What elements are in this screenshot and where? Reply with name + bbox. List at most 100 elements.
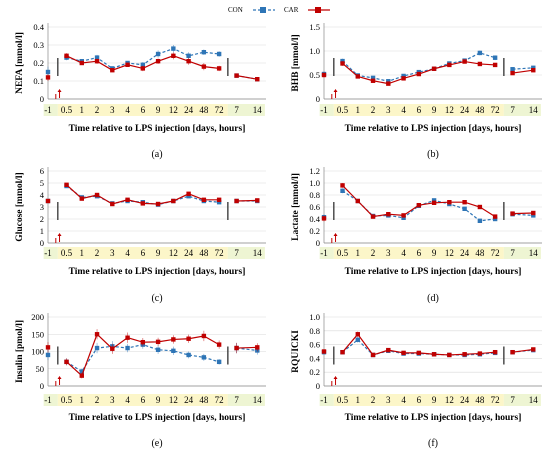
x-axis-title-hours: hours <box>219 267 243 277</box>
y-tick-label: 50 <box>36 364 45 374</box>
x-tick-label: 1 <box>80 248 85 258</box>
day-tick-band <box>319 104 334 116</box>
data-point-car <box>340 61 345 66</box>
series-line-car <box>236 346 258 349</box>
panel-label: (f) <box>428 438 438 449</box>
data-point-car <box>186 336 191 341</box>
data-point-car <box>401 350 406 356</box>
series-line-car <box>512 348 534 353</box>
data-point-con <box>492 216 498 222</box>
series-line-car <box>236 199 258 202</box>
y-tick-label: 6 <box>40 166 44 176</box>
data-point-con <box>155 347 161 352</box>
y-tick-label: 1.0 <box>309 178 320 188</box>
data-point-car <box>79 373 84 378</box>
data-point-car <box>45 75 51 80</box>
data-point-car <box>355 198 360 204</box>
data-point-con <box>186 352 191 358</box>
x-axis-title-prefix: Time relative to LPS injection [ <box>69 413 196 423</box>
y-tick-label: 0 <box>316 238 320 248</box>
x-tick-label: 7 <box>234 105 239 115</box>
data-point-car <box>340 349 345 355</box>
data-point-car <box>401 76 406 81</box>
x-axis-title-sep: , <box>214 413 219 423</box>
data-point-con <box>531 213 536 218</box>
day-tick-band <box>43 104 58 116</box>
x-tick-label: 4 <box>401 105 406 115</box>
x-axis-title-days: days <box>196 413 215 423</box>
x-tick-label: 6 <box>417 105 422 115</box>
data-point-car <box>94 59 100 64</box>
data-point-car <box>492 214 498 219</box>
y-tick-label: 1.2 <box>309 166 320 176</box>
data-point-car <box>401 213 406 218</box>
x-axis-title: Time relative to LPS injection [days, ho… <box>69 267 246 277</box>
data-point-car <box>155 201 161 207</box>
x-tick-label: 9 <box>156 105 161 115</box>
data-point-con <box>401 73 406 79</box>
data-point-car <box>171 337 176 342</box>
significance-arrowhead <box>333 89 338 92</box>
x-axis-title-prefix: Time relative to LPS injection [ <box>69 124 196 134</box>
data-point-car <box>321 349 327 354</box>
y-axis-label: RQUICKI <box>291 330 301 373</box>
data-point-car <box>447 200 452 205</box>
x-tick-label: 7 <box>510 105 515 115</box>
y-tick-label: 0.4 <box>309 353 320 363</box>
panel-label: (e) <box>151 438 162 449</box>
data-point-car <box>140 201 146 206</box>
data-point-con <box>140 62 146 67</box>
data-point-car <box>110 346 115 351</box>
data-point-con <box>401 215 406 220</box>
x-axis-title: Time relative to LPS injection [days, ho… <box>345 267 522 277</box>
x-tick-label: 6 <box>417 395 422 405</box>
data-point-car <box>171 53 176 58</box>
x-axis-title-hours: hours <box>495 413 519 423</box>
data-point-car <box>492 62 498 68</box>
series-line-car <box>512 69 534 74</box>
data-point-car <box>370 352 376 358</box>
significance-arrowhead <box>333 233 338 236</box>
data-point-car <box>79 196 84 201</box>
x-tick-label: 12 <box>445 248 454 258</box>
y-axis-label: NEFA [mmol/l] <box>15 32 25 94</box>
day-tick-band <box>319 247 334 259</box>
legend: CON CAR <box>228 6 330 14</box>
data-point-car <box>386 81 391 86</box>
x-tick-label: 7 <box>234 248 239 258</box>
x-tick-label: 48 <box>475 395 485 405</box>
x-axis-title-prefix: Time relative to LPS injection [ <box>69 267 196 277</box>
x-axis-title: Time relative to LPS injection [days, ho… <box>69 413 246 423</box>
data-point-con <box>531 65 536 70</box>
x-axis-title-hours: hours <box>495 124 519 134</box>
x-axis-title: Time relative to LPS injection [days, ho… <box>345 413 522 423</box>
data-point-car <box>155 339 161 345</box>
y-tick-label: 0.6 <box>309 340 320 350</box>
data-point-con <box>477 218 483 223</box>
data-point-car <box>201 197 207 202</box>
data-point-con <box>216 51 222 57</box>
y-axis-label: BHB [mmol/l] <box>291 34 301 91</box>
data-point-car <box>186 59 191 64</box>
hour-tick-band <box>57 394 228 406</box>
data-point-car <box>355 332 360 337</box>
x-tick-label: 3 <box>110 395 115 405</box>
data-point-car <box>447 352 452 358</box>
x-tick-label: 0.5 <box>337 248 349 258</box>
x-tick-label: 0.5 <box>337 105 349 115</box>
data-point-car <box>94 192 100 198</box>
x-tick-label: 1 <box>356 248 361 258</box>
day-tick-band <box>227 394 265 406</box>
series-line-car <box>236 75 258 80</box>
y-tick-label: 2 <box>40 214 44 224</box>
panel-d: 0 0.2 0.4 0.6 0.8 1.0 1.2 Lactate [mmol/l] -1 0.5… <box>291 166 542 304</box>
series-line-con <box>342 52 496 82</box>
data-point-car <box>64 359 69 365</box>
data-point-car <box>234 345 239 351</box>
x-tick-label: 48 <box>199 248 209 258</box>
x-tick-label: -1 <box>44 248 52 258</box>
y-tick-label: 0 <box>316 381 320 391</box>
